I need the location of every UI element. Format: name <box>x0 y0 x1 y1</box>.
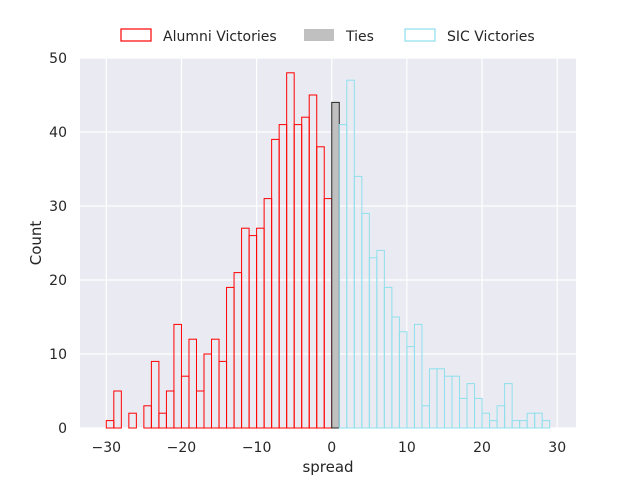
histogram-bars <box>105 72 551 429</box>
histogram-bar <box>188 338 197 429</box>
histogram-bar <box>413 323 423 429</box>
y-tick-label: 10 <box>49 347 67 363</box>
legend-label: Ties <box>345 29 374 45</box>
y-tick-label: 40 <box>49 125 67 141</box>
legend-swatch <box>120 28 152 42</box>
legend: Alumni Victories Ties SIC Victories <box>120 28 535 45</box>
histogram-bar <box>128 412 137 429</box>
y-axis-label: Count <box>27 221 45 266</box>
x-tick-label: 10 <box>398 440 416 456</box>
x-tick-label: −30 <box>92 440 122 456</box>
y-tick-label: 0 <box>58 421 67 437</box>
histogram-bar <box>331 101 340 429</box>
histogram-bar <box>541 420 551 429</box>
series-sic-victories <box>338 79 551 429</box>
grid-lines <box>80 57 576 429</box>
plot-background <box>80 58 576 428</box>
series-ties <box>331 101 340 429</box>
x-tick-labels: −30 −20 −10 0 10 20 30 <box>92 440 567 456</box>
legend-item: Alumni Victories <box>120 28 277 45</box>
x-axis-label: spread <box>302 458 353 476</box>
x-tick-label: 0 <box>327 440 336 456</box>
series-alumni-victories <box>105 72 333 429</box>
x-tick-label: 20 <box>473 440 491 456</box>
legend-swatch <box>304 29 334 41</box>
x-tick-label: 30 <box>548 440 566 456</box>
y-tick-label: 20 <box>49 273 67 289</box>
legend-swatch <box>404 28 436 42</box>
histogram-bar <box>150 360 160 429</box>
x-tick-label: −10 <box>242 440 272 456</box>
legend-label: Alumni Victories <box>163 29 277 45</box>
y-tick-label: 50 <box>49 51 67 67</box>
histogram-bar <box>504 383 513 429</box>
y-tick-label: 30 <box>49 199 67 215</box>
histogram-bar <box>113 390 122 429</box>
legend-label: SIC Victories <box>447 29 535 45</box>
legend-item: SIC Victories <box>404 28 535 45</box>
x-tick-label: −20 <box>167 440 197 456</box>
y-tick-labels: 0 10 20 30 40 50 <box>49 51 67 437</box>
legend-item: Ties <box>304 29 374 45</box>
